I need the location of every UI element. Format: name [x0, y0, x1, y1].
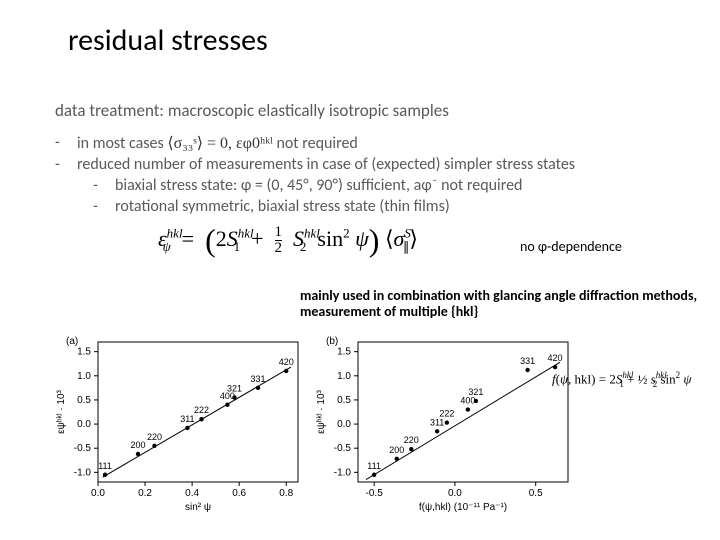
svg-text:1.5: 1.5 — [77, 347, 91, 358]
b2a-text: biaxial stress state: φ = (0, 45°, 90°) … — [115, 176, 522, 195]
svg-text:0.5: 0.5 — [337, 395, 351, 406]
svg-text:1.0: 1.0 — [337, 371, 351, 382]
bullet-2a: - biaxial stress state: φ = (0, 45°, 90°… — [93, 176, 675, 195]
svg-text:420: 420 — [548, 353, 563, 363]
svg-text:f(ψ,hkl) (10⁻¹¹ Pa⁻¹): f(ψ,hkl) (10⁻¹¹ Pa⁻¹) — [419, 502, 507, 512]
svg-text:220: 220 — [404, 435, 419, 445]
svg-text:0.2: 0.2 — [138, 488, 152, 499]
b1-pre: in most cases — [77, 134, 167, 153]
svg-text:0.0: 0.0 — [448, 488, 462, 499]
main-equation: εhklψ = (2Shkl1 + 12 Shkl2 sin2 ψ) ⟨σS∥⟩ — [158, 222, 418, 259]
svg-text:0.0: 0.0 — [337, 419, 351, 430]
svg-text:-1.0: -1.0 — [74, 467, 92, 478]
svg-text:222: 222 — [194, 405, 209, 415]
svg-text:400: 400 — [460, 396, 475, 406]
svg-text:0.5: 0.5 — [77, 395, 91, 406]
bullet-2: - reduced number of measurements in case… — [55, 155, 675, 174]
b1-post: not required — [273, 134, 358, 153]
note-methods: mainly used in combination with glancing… — [300, 288, 700, 320]
svg-text:0.0: 0.0 — [77, 419, 91, 430]
svg-text:0.4: 0.4 — [185, 488, 199, 499]
svg-text:sin² ψ: sin² ψ — [185, 502, 211, 512]
svg-text:1.0: 1.0 — [77, 371, 91, 382]
svg-text:222: 222 — [439, 409, 454, 419]
svg-text:311: 311 — [180, 414, 194, 424]
svg-text:0.5: 0.5 — [529, 488, 543, 499]
small-equation: f(ψ, hkl) = 2Shkl1 + ½ shkl2 sin2 ψ — [552, 370, 691, 389]
svg-text:1.5: 1.5 — [337, 347, 351, 358]
svg-text:-0.5: -0.5 — [334, 443, 352, 454]
chart-b: -0.5 0.0 0.5 -1.0 -0.5 0.0 0.5 1.0 1.5 f(ψ,hkl) (… — [310, 332, 580, 517]
svg-text:0.0: 0.0 — [91, 488, 105, 499]
svg-text:311: 311 — [430, 417, 444, 427]
svg-text:εψʰᵏˡ · 10³: εψʰᵏˡ · 10³ — [56, 389, 67, 433]
svg-text:0.8: 0.8 — [279, 488, 293, 499]
slide-title: residual stresses — [68, 22, 268, 59]
svg-text:(b): (b) — [326, 336, 338, 347]
svg-text:200: 200 — [130, 440, 145, 450]
chart-a: 0.0 0.2 0.4 0.6 0.8 -1.0 -0.5 0.0 0.5 1.0 1.5 sin² … — [50, 332, 310, 517]
svg-text:321: 321 — [227, 384, 242, 394]
svg-text:-0.5: -0.5 — [74, 443, 92, 454]
svg-text:0.6: 0.6 — [232, 488, 246, 499]
svg-text:111: 111 — [98, 461, 112, 471]
charts-row: 0.0 0.2 0.4 0.6 0.8 -1.0 -0.5 0.0 0.5 1.0 1.5 sin² … — [50, 332, 580, 517]
bullet-2b: - rotational symmetric, biaxial stress s… — [93, 197, 675, 216]
svg-text:200: 200 — [389, 445, 404, 455]
b2b-text: rotational symmetric, biaxial stress sta… — [115, 197, 450, 216]
svg-text:-0.5: -0.5 — [366, 488, 384, 499]
svg-text:321: 321 — [468, 387, 483, 397]
svg-text:420: 420 — [279, 357, 294, 367]
svg-text:-1.0: -1.0 — [334, 467, 352, 478]
bullet-block: data treatment: macroscopic elastically … — [55, 100, 675, 218]
svg-text:220: 220 — [147, 432, 162, 442]
section-heading: data treatment: macroscopic elastically … — [55, 100, 675, 121]
svg-text:εψʰᵏˡ · 10³: εψʰᵏˡ · 10³ — [316, 389, 327, 433]
svg-text:331: 331 — [250, 374, 265, 384]
note-no-phi: no φ-dependence — [520, 238, 622, 255]
b1-eq1: ⟨σ₃₃ˢ⟩ = 0, — [167, 135, 232, 152]
b1-eq2: εφ0ʰᵏˡ — [232, 135, 273, 152]
svg-text:(a): (a) — [66, 336, 78, 347]
svg-text:331: 331 — [520, 356, 535, 366]
bullet-1: - in most cases ⟨σ₃₃ˢ⟩ = 0, εφ0ʰᵏˡ not r… — [55, 133, 675, 153]
b2-text: reduced number of measurements in case o… — [77, 155, 575, 174]
svg-text:111: 111 — [367, 461, 381, 471]
